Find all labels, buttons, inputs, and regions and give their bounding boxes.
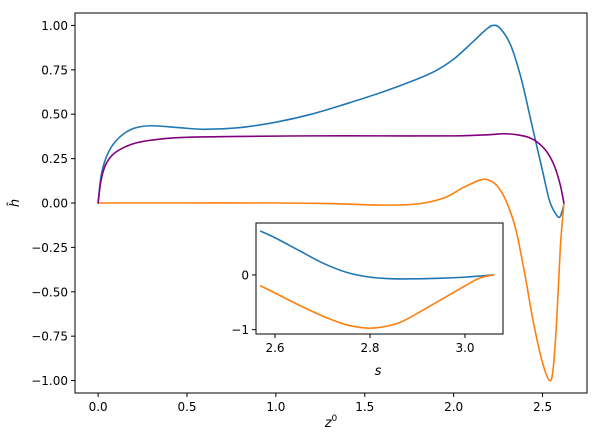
main-series-3-line — [97, 132, 565, 204]
inset-x-axis-label: s — [375, 364, 382, 379]
main-y-tick-label: −1.00 — [31, 374, 68, 388]
main-y-axis-label: ĥ — [7, 199, 23, 207]
main-x-axis-label-superscript: 0 — [332, 414, 338, 424]
main-y-tick-label: 0.50 — [41, 108, 68, 122]
main-y-tick-label: 0.25 — [41, 152, 68, 166]
main-x-tick-label: 2.5 — [533, 400, 552, 414]
main-y-ticks: −1.00 −0.75 −0.50 −0.25 0.00 0.25 0.50 0.75 1.00 — [31, 19, 75, 388]
inset-y-tick-label: 0 — [241, 268, 249, 282]
main-x-axis-label: z0 — [324, 414, 338, 431]
main-series-2-line — [97, 178, 565, 382]
main-x-tick-label: 0.5 — [177, 400, 196, 414]
inset-y-ticks: −1 0 — [231, 268, 256, 337]
main-y-tick-label: −0.50 — [31, 285, 68, 299]
main-y-tick-label: 0.75 — [41, 63, 68, 77]
inset-chart: 2.6 2.8 3.0 −1 0 s — [231, 222, 504, 379]
main-chart: 0.0 0.5 1.0 1.5 2.0 2.5 −1.00 −0.75 −0.50 −0.25 0… — [7, 12, 588, 431]
inset-series-2-line — [259, 274, 495, 330]
main-x-ticks: 0.0 0.5 1.0 1.5 2.0 2.5 — [89, 393, 552, 414]
main-x-tick-label: 2.0 — [444, 400, 463, 414]
main-x-tick-label: 1.0 — [266, 400, 285, 414]
main-y-tick-label: −0.75 — [31, 330, 68, 344]
main-y-tick-label: 0.00 — [41, 197, 68, 211]
main-y-tick-label: 1.00 — [41, 19, 68, 33]
inset-x-tick-label: 2.8 — [360, 341, 379, 355]
inset-y-tick-label: −1 — [231, 323, 249, 337]
main-series-1-line — [97, 24, 565, 219]
main-x-axis-label-main: z — [324, 416, 333, 431]
main-series-group — [97, 24, 565, 382]
inset-series-group — [259, 230, 495, 330]
inset-x-ticks: 2.6 2.8 3.0 — [265, 334, 475, 355]
inset-series-1-line — [259, 230, 495, 280]
inset-x-tick-label: 2.6 — [265, 341, 284, 355]
inset-x-tick-label: 3.0 — [455, 341, 474, 355]
main-y-tick-label: −0.25 — [31, 241, 68, 255]
main-x-tick-label: 1.5 — [355, 400, 374, 414]
main-x-tick-label: 0.0 — [89, 400, 108, 414]
